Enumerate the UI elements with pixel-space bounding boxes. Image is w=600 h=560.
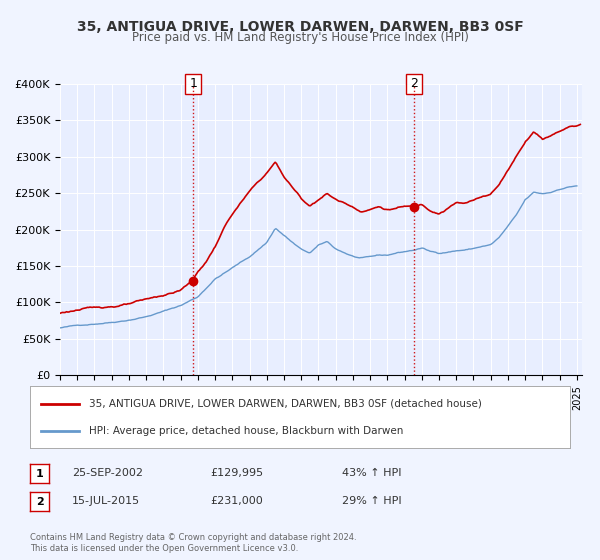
Text: 35, ANTIGUA DRIVE, LOWER DARWEN, DARWEN, BB3 0SF (detached house): 35, ANTIGUA DRIVE, LOWER DARWEN, DARWEN,… <box>89 399 482 409</box>
Text: 1: 1 <box>189 77 197 91</box>
Text: £129,995: £129,995 <box>210 468 263 478</box>
Text: 35, ANTIGUA DRIVE, LOWER DARWEN, DARWEN, BB3 0SF: 35, ANTIGUA DRIVE, LOWER DARWEN, DARWEN,… <box>77 20 523 34</box>
Text: 25-SEP-2002: 25-SEP-2002 <box>72 468 143 478</box>
Text: Price paid vs. HM Land Registry's House Price Index (HPI): Price paid vs. HM Land Registry's House … <box>131 31 469 44</box>
Text: 43% ↑ HPI: 43% ↑ HPI <box>342 468 401 478</box>
Text: 15-JUL-2015: 15-JUL-2015 <box>72 496 140 506</box>
Text: 1: 1 <box>36 469 43 479</box>
Text: 2: 2 <box>410 77 418 91</box>
Text: 2: 2 <box>36 497 43 507</box>
Text: Contains HM Land Registry data © Crown copyright and database right 2024.
This d: Contains HM Land Registry data © Crown c… <box>30 533 356 553</box>
Text: HPI: Average price, detached house, Blackburn with Darwen: HPI: Average price, detached house, Blac… <box>89 426 404 436</box>
Text: £231,000: £231,000 <box>210 496 263 506</box>
Text: 29% ↑ HPI: 29% ↑ HPI <box>342 496 401 506</box>
